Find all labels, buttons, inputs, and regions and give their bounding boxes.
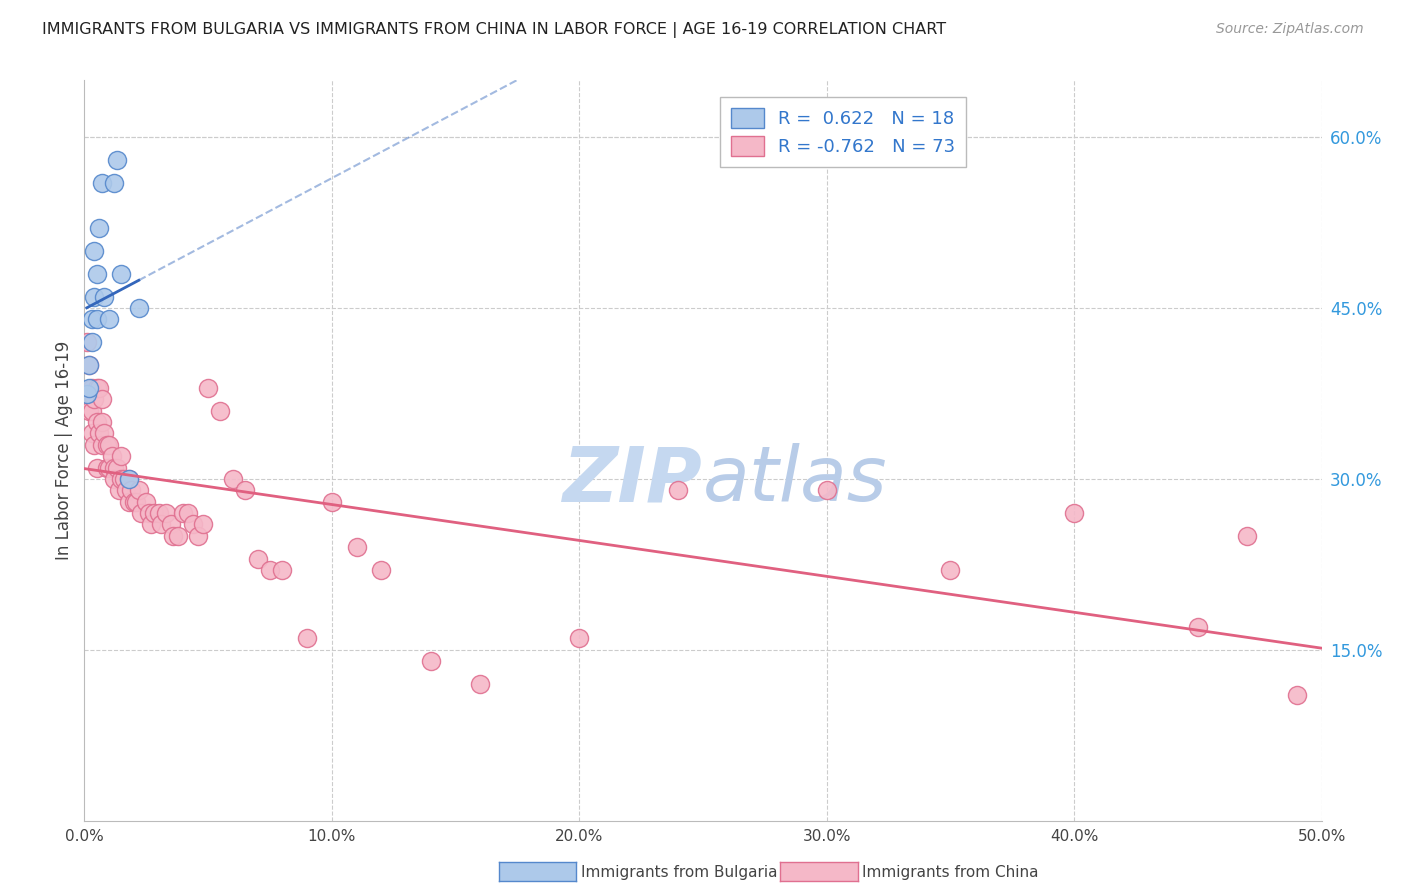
Point [172, 506, 194, 520]
Point [346, 541, 368, 555]
Point [118, 472, 141, 486]
Point [568, 632, 591, 646]
Point [80, 312, 103, 326]
Point [115, 483, 138, 498]
Point [80, 403, 103, 417]
Point [110, 449, 132, 463]
Point [135, 494, 157, 508]
Point [160, 517, 183, 532]
Point [138, 506, 160, 520]
Point [100, 449, 122, 463]
Point [125, 494, 148, 508]
Point [83, 290, 105, 304]
Point [666, 483, 689, 498]
Point [79, 403, 101, 417]
Point [83, 392, 105, 407]
Text: IMMIGRANTS FROM BULGARIA VS IMMIGRANTS FROM CHINA IN LABOR FORCE | AGE 16-19 COR: IMMIGRANTS FROM BULGARIA VS IMMIGRANTS F… [42, 22, 946, 38]
Point [105, 460, 128, 475]
Point [86, 460, 108, 475]
Point [93, 290, 115, 304]
Point [83, 438, 105, 452]
Point [86, 415, 108, 429]
Point [103, 460, 125, 475]
Point [79, 358, 101, 372]
Point [142, 506, 165, 520]
Point [1063, 506, 1085, 520]
Point [90, 392, 112, 407]
Point [148, 506, 170, 520]
Point [271, 563, 294, 577]
Point [191, 517, 214, 532]
Point [321, 494, 343, 508]
Point [112, 472, 135, 486]
Point [167, 529, 190, 543]
Point [76, 386, 98, 401]
Point [246, 551, 269, 566]
Point [90, 438, 112, 452]
Point [98, 460, 121, 475]
Point [120, 483, 142, 498]
Point [295, 632, 318, 646]
Y-axis label: In Labor Force | Age 16-19: In Labor Force | Age 16-19 [55, 341, 73, 560]
Point [96, 438, 118, 452]
Point [89, 381, 111, 395]
Text: atlas: atlas [703, 443, 887, 517]
Point [209, 403, 232, 417]
Point [80, 381, 103, 395]
Point [103, 472, 125, 486]
Point [259, 563, 281, 577]
Point [86, 267, 108, 281]
Point [76, 335, 98, 350]
Point [79, 358, 101, 372]
Point [80, 335, 103, 350]
Point [155, 506, 177, 520]
Point [118, 472, 141, 486]
Point [177, 506, 200, 520]
Point [86, 312, 108, 326]
Point [83, 244, 105, 259]
Point [105, 153, 128, 167]
Point [1187, 620, 1209, 634]
Text: Immigrants from China: Immigrants from China [862, 865, 1039, 880]
Point [80, 426, 103, 441]
Point [103, 176, 125, 190]
Point [141, 517, 163, 532]
Point [233, 483, 256, 498]
Point [89, 426, 111, 441]
Point [181, 517, 204, 532]
Text: ZIP: ZIP [564, 443, 703, 517]
Point [118, 494, 141, 508]
Point [187, 529, 209, 543]
Point [90, 415, 112, 429]
Point [939, 563, 962, 577]
Point [96, 460, 118, 475]
Point [419, 654, 441, 668]
Point [110, 267, 132, 281]
Point [110, 472, 132, 486]
Point [128, 301, 150, 315]
Point [815, 483, 838, 498]
Point [1285, 689, 1308, 703]
Point [79, 381, 101, 395]
Point [197, 381, 219, 395]
Point [98, 312, 121, 326]
Point [222, 472, 245, 486]
Point [128, 483, 150, 498]
Point [129, 506, 152, 520]
Point [162, 529, 184, 543]
Point [89, 221, 111, 235]
Point [1236, 529, 1258, 543]
Point [93, 426, 115, 441]
Point [90, 176, 112, 190]
Point [370, 563, 392, 577]
Point [86, 381, 108, 395]
Point [470, 677, 492, 691]
Text: Immigrants from Bulgaria: Immigrants from Bulgaria [581, 865, 778, 880]
Legend: R =  0.622   N = 18, R = -0.762   N = 73: R = 0.622 N = 18, R = -0.762 N = 73 [720, 96, 966, 168]
Text: Source: ZipAtlas.com: Source: ZipAtlas.com [1216, 22, 1364, 37]
Point [122, 494, 145, 508]
Point [150, 517, 173, 532]
Point [108, 483, 131, 498]
Point [98, 438, 121, 452]
